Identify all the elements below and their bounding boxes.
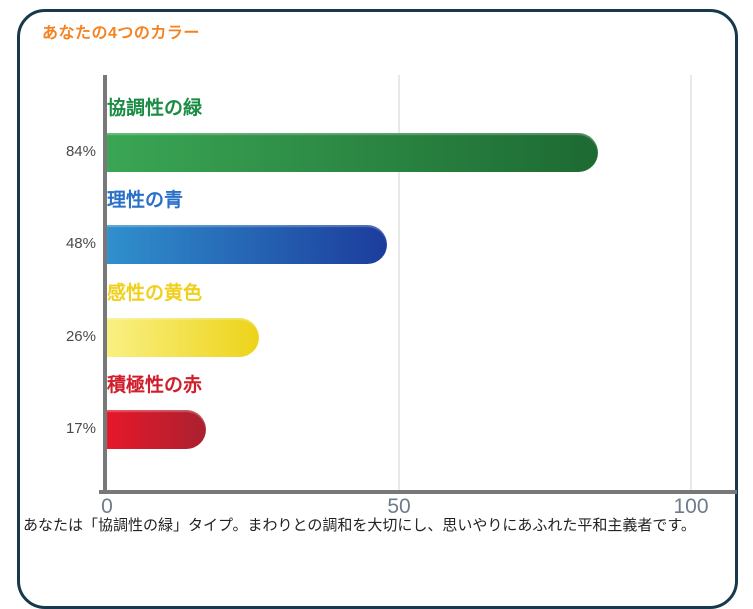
bar-value-label: 17% [65,420,96,438]
gridline-100 [690,75,692,490]
bar [107,133,598,172]
gridline-50 [398,75,400,490]
bar [107,317,259,357]
card-title: あなたの4つのカラー [42,25,200,42]
x-tick-label-0: 0 [101,495,113,518]
bar [107,410,207,450]
bar-value-label: 26% [65,327,96,345]
bar-value-label: 48% [65,235,96,253]
four-colors-bar-chart: 84% 協調性の緑 48% 理性の青 26% 感性の黄色 17% 積極性の赤 0… [65,75,737,518]
x-tick-label-50: 50 [387,495,411,518]
bar-category-label: 感性の黄色 [107,282,203,304]
result-description-text-clipped: あなたは「協調性の緑」タイプ。まわりとの調和を大切にし、思いやりにあふれた平和主… [23,517,696,534]
bar-category-label: 協調性の緑 [107,98,203,119]
x-tick-label-100: 100 [673,495,709,518]
y-axis-line [103,75,107,494]
bar-category-label: 積極性の赤 [107,375,203,397]
bar [107,225,388,265]
bar-value-label: 84% [65,143,96,160]
x-axis-line [99,490,737,494]
bar-category-label: 理性の青 [107,190,184,212]
